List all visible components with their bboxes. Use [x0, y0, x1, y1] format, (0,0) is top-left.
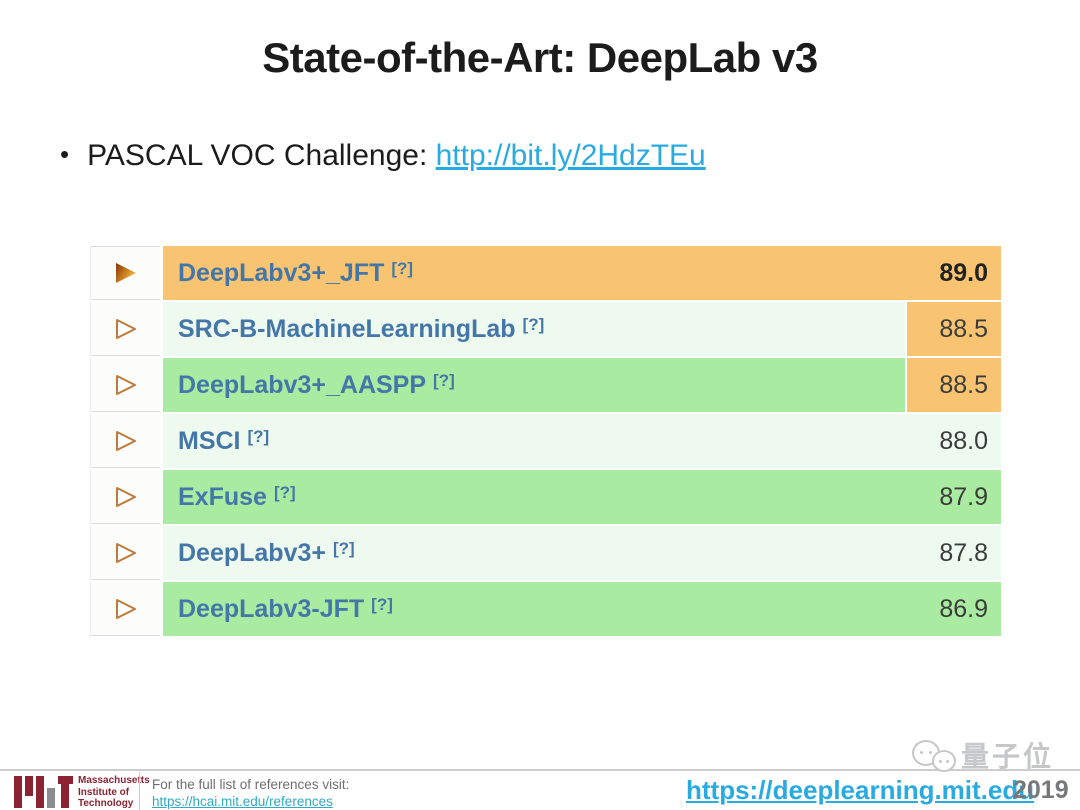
score-value: 86.9	[939, 594, 988, 623]
leaderboard-entry: MSCI [?] 88.0	[163, 414, 1001, 468]
references-link[interactable]: https://hcai.mit.edu/references	[152, 794, 333, 809]
score-value: 88.5	[939, 314, 988, 343]
reference-link: [?]	[333, 538, 355, 558]
references-label: For the full list of references visit:	[152, 777, 350, 792]
leaderboard-entry: ExFuse [?] 87.9	[163, 470, 1001, 524]
table-row: DeepLabv3-JFT [?] 86.9	[90, 582, 1001, 636]
score-value: 88.5	[939, 370, 988, 399]
table-row: DeepLabv3+ [?] 87.8	[90, 526, 1001, 580]
chat-bubble-icon	[932, 750, 956, 772]
rank-marker-cell	[90, 582, 160, 636]
reference-link: [?]	[433, 370, 455, 390]
triangle-outline-icon	[115, 318, 136, 339]
triangle-outline-icon	[115, 374, 136, 395]
reference-link: [?]	[273, 482, 296, 502]
reference-link: [?]	[371, 594, 393, 614]
table-row: DeepLabv3+_JFT [?] 89.0	[90, 246, 1001, 300]
rank-marker-cell	[90, 246, 160, 300]
triangle-outline-icon	[115, 542, 136, 563]
score-cell: 88.5	[905, 302, 1001, 356]
triangle-outline-icon	[115, 430, 136, 451]
score-cell: 88.5	[905, 358, 1001, 412]
rank-marker-cell	[90, 470, 160, 524]
score-cell: 87.8	[939, 526, 1001, 580]
leaderboard-entry: DeepLabv3+_JFT [?] 89.0	[163, 246, 1001, 300]
score-value: 88.0	[939, 426, 988, 455]
rank-marker-cell	[90, 526, 160, 580]
score-cell: 86.9	[939, 582, 1001, 636]
triangle-outline-icon	[115, 598, 136, 619]
triangle-outline-icon	[115, 486, 136, 507]
table-row: ExFuse [?] 87.9	[90, 470, 1001, 524]
score-cell: 89.0	[939, 246, 1001, 300]
score-value: 87.9	[939, 482, 988, 511]
leaderboard-table: DeepLabv3+_JFT [?] 89.0 SRC-B-MachineLear…	[90, 246, 1001, 638]
rank-marker-cell	[90, 302, 160, 356]
leaderboard-entry: SRC-B-MachineLearningLab [?] 88.5	[163, 302, 1001, 356]
mit-logo-icon	[14, 776, 74, 808]
bullet-text: PASCAL VOC Challenge:	[87, 139, 428, 172]
reference-link: [?]	[391, 258, 414, 278]
table-row: SRC-B-MachineLearningLab [?] 88.5	[90, 302, 1001, 356]
qbitai-watermark: 量子位	[912, 740, 1054, 774]
team-name: DeepLabv3+ [?]	[178, 538, 355, 567]
score-cell: 88.0	[939, 414, 1001, 468]
year-label: 2019	[1013, 776, 1069, 804]
course-link[interactable]: https://deeplearning.mit.edu	[686, 775, 1035, 805]
team-name: ExFuse [?]	[178, 482, 296, 511]
leaderboard-entry: DeepLabv3+ [?] 87.8	[163, 526, 1001, 580]
qbitai-label: 量子位	[961, 741, 1055, 772]
team-name: DeepLabv3+_AASPP [?]	[178, 370, 455, 399]
triangle-filled-icon	[115, 263, 136, 283]
leaderboard-entry: DeepLabv3-JFT [?] 86.9	[163, 582, 1001, 636]
leaderboard-entry: DeepLabv3+_AASPP [?] 88.5	[163, 358, 1001, 412]
rank-marker-cell	[90, 358, 160, 412]
page-title: State-of-the-Art: DeepLab v3	[262, 34, 818, 81]
rank-marker-cell	[90, 414, 160, 468]
team-name: DeepLabv3-JFT [?]	[178, 594, 393, 623]
score-value: 87.8	[939, 538, 988, 567]
bullet-item: • PASCAL VOC Challenge: http://bit.ly/2Hd…	[60, 139, 706, 173]
team-name: MSCI [?]	[178, 426, 270, 455]
reference-link: [?]	[522, 314, 545, 334]
team-name: SRC-B-MachineLearningLab [?]	[178, 314, 545, 343]
mit-name: Massachusetts Institute of Technology	[78, 775, 150, 809]
footer-divider	[0, 769, 1080, 771]
bullet-dot: •	[60, 139, 70, 169]
footer-separator	[139, 772, 140, 810]
pascal-voc-link[interactable]: http://bit.ly/2HdzTEu	[435, 139, 706, 172]
references-block: For the full list of references visit: h…	[152, 776, 349, 810]
team-name: DeepLabv3+_JFT [?]	[178, 258, 414, 287]
table-row: DeepLabv3+_AASPP [?] 88.5	[90, 358, 1001, 412]
reference-link: [?]	[247, 426, 270, 446]
table-row: MSCI [?] 88.0	[90, 414, 1001, 468]
score-value: 89.0	[939, 258, 988, 287]
score-cell: 87.9	[939, 470, 1001, 524]
